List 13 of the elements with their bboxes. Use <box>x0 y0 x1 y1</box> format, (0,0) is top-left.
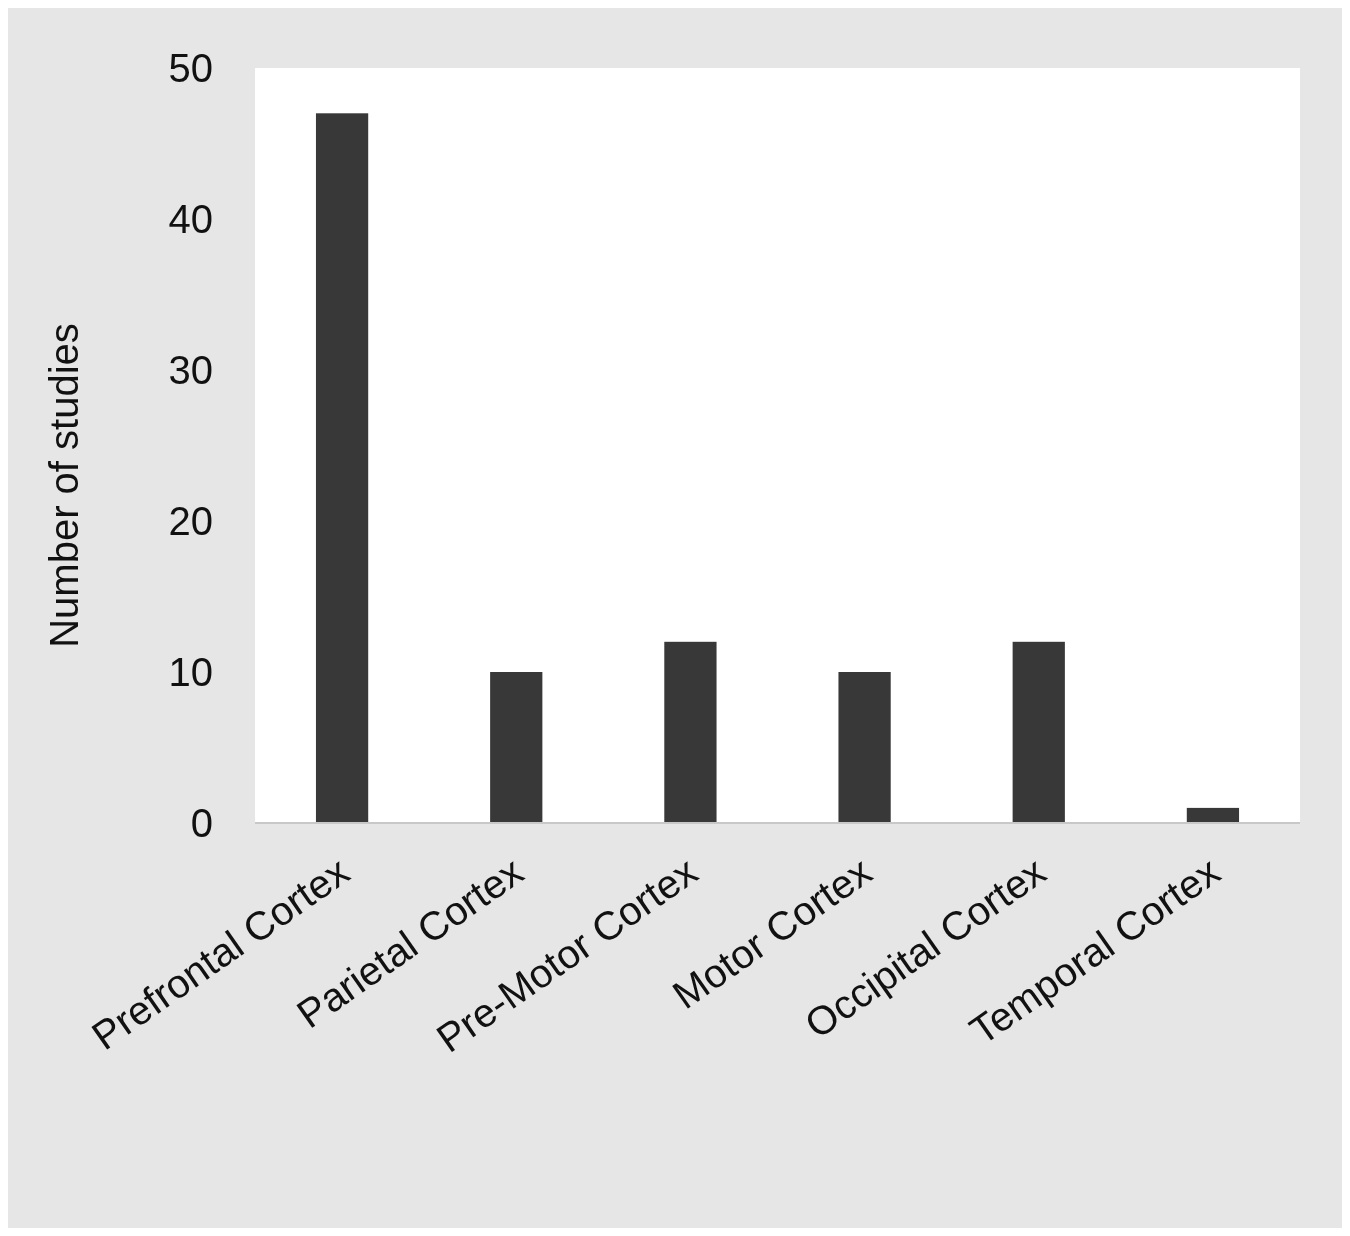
y-tick-label: 20 <box>168 499 213 543</box>
bar <box>664 641 717 823</box>
y-tick-label: 10 <box>168 650 213 694</box>
bar <box>1186 807 1240 823</box>
y-tick-label: 50 <box>168 46 213 90</box>
bar <box>490 672 543 823</box>
bar <box>838 672 891 823</box>
y-tick-label: 30 <box>168 348 213 392</box>
y-axis-title: Number of studies <box>42 323 86 648</box>
bar <box>1012 641 1065 823</box>
bar <box>315 113 369 823</box>
y-tick-label: 40 <box>168 197 213 241</box>
y-tick-label: 0 <box>190 801 213 845</box>
